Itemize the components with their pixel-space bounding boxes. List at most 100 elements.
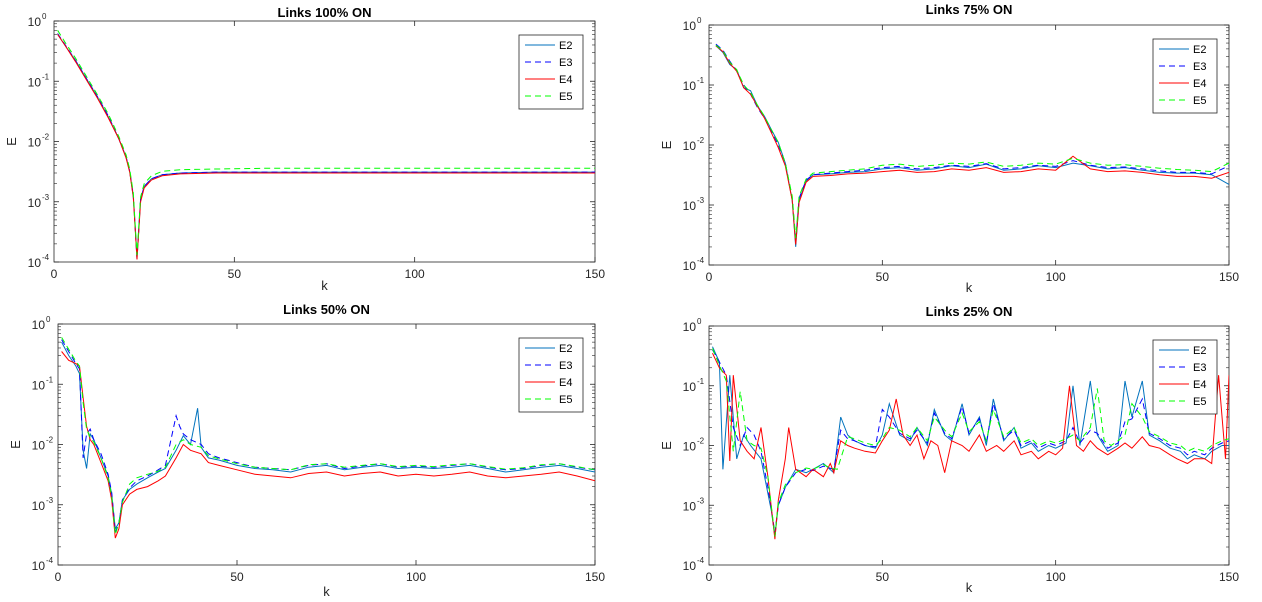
series-line-e4 xyxy=(712,352,1229,540)
series-line-e5 xyxy=(57,30,595,256)
series-group xyxy=(57,30,595,260)
series-group xyxy=(61,337,595,539)
y-tick-label: -2 xyxy=(42,133,50,142)
y-tick-label-base: 10 xyxy=(32,378,46,392)
chart-title: Links 50% ON xyxy=(283,302,370,317)
x-tick-label: 100 xyxy=(406,570,426,584)
y-tick-label-base: 10 xyxy=(683,19,697,33)
legend-label-e4: E4 xyxy=(559,377,572,389)
y-tick-label: -2 xyxy=(697,437,705,446)
legend-label-e2: E2 xyxy=(559,343,572,355)
legend: E2 E3 E4 E5 xyxy=(518,34,584,110)
y-tick-label-base: 10 xyxy=(28,256,42,270)
x-tick-label-origin: 0 xyxy=(706,270,713,284)
x-tick-label: 100 xyxy=(1046,570,1066,584)
legend-label-e4: E4 xyxy=(1193,78,1206,90)
plot-area xyxy=(708,325,1230,566)
legend-box xyxy=(1152,38,1218,114)
y-axis-label: E xyxy=(659,140,674,149)
series-line-e5 xyxy=(715,44,1229,239)
legend-label-e2: E2 xyxy=(1193,44,1206,56)
y-tick-label-base: 10 xyxy=(32,318,46,332)
legend-label-e5: E5 xyxy=(1193,396,1206,408)
legend-label-e4: E4 xyxy=(559,74,572,86)
y-tick-label: -3 xyxy=(697,196,705,205)
y-tick-label: 0 xyxy=(697,16,702,25)
x-axis-label: k xyxy=(966,580,973,595)
y-tick-label: -4 xyxy=(697,256,705,265)
legend-box xyxy=(518,34,584,110)
series-line-e3 xyxy=(61,339,595,533)
x-tick-label: 100 xyxy=(405,267,425,281)
plot-area xyxy=(53,20,596,263)
y-tick-label: -1 xyxy=(46,375,54,384)
y-tick-label-base: 10 xyxy=(32,499,46,513)
series-line-e3 xyxy=(712,349,1229,533)
y-tick-label: -2 xyxy=(697,136,705,145)
x-tick-label: 150 xyxy=(585,267,605,281)
y-axis-label: E xyxy=(659,441,674,450)
y-tick-label: -3 xyxy=(46,496,54,505)
plot-area xyxy=(57,323,596,566)
x-axis-label: k xyxy=(323,584,330,599)
y-tick-label: -4 xyxy=(46,556,54,565)
series-group xyxy=(715,43,1229,247)
series-line-e5 xyxy=(712,348,1229,537)
series-line-e4 xyxy=(57,34,595,260)
y-tick-label: 0 xyxy=(46,315,51,324)
y-tick-label: 0 xyxy=(697,317,702,326)
x-tick-label-origin: 0 xyxy=(706,570,713,584)
x-tick-label-origin: 0 xyxy=(55,570,62,584)
legend-label-e5: E5 xyxy=(559,394,572,406)
y-tick-label-base: 10 xyxy=(683,139,697,153)
legend-label-e3: E3 xyxy=(559,57,572,69)
legend-label-e3: E3 xyxy=(559,360,572,372)
x-axis-label: k xyxy=(966,280,973,295)
y-axis-label: E xyxy=(4,137,19,146)
y-tick-label: -3 xyxy=(42,193,50,202)
y-tick-label-base: 10 xyxy=(683,79,697,93)
legend-box xyxy=(1152,339,1218,415)
legend-label-e5: E5 xyxy=(1193,95,1206,107)
y-tick-label: -4 xyxy=(697,556,705,565)
y-tick-label-base: 10 xyxy=(683,559,697,573)
y-tick-label-base: 10 xyxy=(683,380,697,394)
series-line-e5 xyxy=(61,337,595,535)
plot-area xyxy=(708,24,1230,266)
legend: E2 E3 E4 E5 xyxy=(518,337,584,413)
y-tick-label-base: 10 xyxy=(28,136,42,150)
y-tick-label-base: 10 xyxy=(683,199,697,213)
y-tick-label: -1 xyxy=(697,377,705,386)
legend-label-e2: E2 xyxy=(1193,345,1206,357)
y-tick-label-base: 10 xyxy=(683,259,697,273)
x-tick-label: 50 xyxy=(876,570,890,584)
y-tick-label-base: 10 xyxy=(28,15,42,29)
x-tick-label: 150 xyxy=(585,570,605,584)
series-line-e4 xyxy=(715,45,1229,245)
legend-label-e3: E3 xyxy=(1193,61,1206,73)
legend-box xyxy=(518,337,584,413)
y-tick-label: -4 xyxy=(42,253,50,262)
x-tick-label: 150 xyxy=(1219,270,1239,284)
y-tick-label-base: 10 xyxy=(28,75,42,89)
series-line-e4 xyxy=(61,351,595,539)
x-tick-label-origin: 0 xyxy=(51,267,58,281)
legend-label-e4: E4 xyxy=(1193,379,1206,391)
y-tick-label-base: 10 xyxy=(683,440,697,454)
legend-label-e2: E2 xyxy=(559,40,572,52)
chart-title: Links 25% ON xyxy=(926,304,1013,319)
x-tick-label: 50 xyxy=(876,270,890,284)
chart-title: Links 75% ON xyxy=(926,2,1013,17)
chart-title: Links 100% ON xyxy=(278,5,372,20)
y-tick-label: -2 xyxy=(46,436,54,445)
x-tick-label: 50 xyxy=(228,267,242,281)
y-tick-label-base: 10 xyxy=(28,196,42,210)
x-tick-label: 100 xyxy=(1046,270,1066,284)
y-tick-label-base: 10 xyxy=(32,439,46,453)
y-tick-label-base: 10 xyxy=(683,499,697,513)
legend-label-e5: E5 xyxy=(559,91,572,103)
